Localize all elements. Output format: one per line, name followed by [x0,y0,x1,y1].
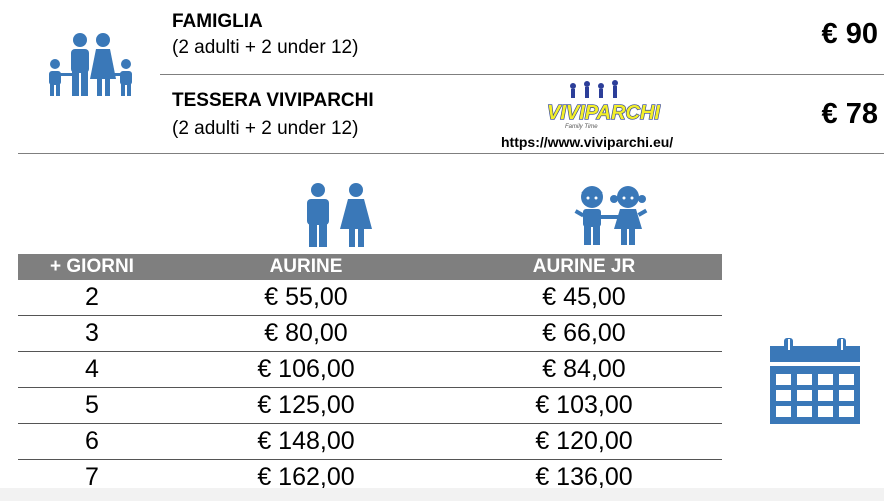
aurine-jr-price-cell: € 120,00 [446,423,722,460]
table-row: 2 € 55,00 € 45,00 [18,280,722,316]
aurine-jr-price-cell: € 103,00 [446,387,722,424]
family-icon [49,33,132,96]
table-row: 3 € 80,00 € 66,00 [18,315,722,352]
days-cell: 3 [18,315,166,352]
days-cell: 5 [18,387,166,424]
price-table: + GIORNI AURINE AURINE JR 2 € 55,00 € 45… [18,254,722,496]
days-cell: 4 [18,351,166,388]
offer-subtitle-famiglia: (2 adulti + 2 under 12) [172,37,359,58]
table-header-row: + GIORNI AURINE AURINE JR [18,254,722,280]
divider [160,74,884,75]
header-aurine-jr: AURINE JR [446,254,722,280]
header-aurine: AURINE [166,254,446,280]
table-row: 5 € 125,00 € 103,00 [18,387,722,424]
days-cell: 2 [18,280,166,316]
aurine-jr-price-cell: € 66,00 [446,315,722,352]
website-link[interactable]: https://www.viviparchi.eu/ [501,134,674,150]
aurine-price-cell: € 125,00 [166,387,446,424]
table-row: 6 € 148,00 € 120,00 [18,423,722,460]
aurine-jr-price-cell: € 45,00 [446,280,722,316]
offer-title-famiglia: FAMIGLIA [172,11,263,32]
aurine-price-cell: € 106,00 [166,351,446,388]
svg-text:VIVIPARCHI: VIVIPARCHI [547,102,660,124]
calendar-icon [770,338,860,424]
offer-price-tessera: € 78 [821,98,878,130]
children-couple-icon [574,186,648,245]
divider [18,153,884,154]
aurine-jr-price-cell: € 84,00 [446,351,722,388]
header-giorni: + GIORNI [18,254,166,280]
footer-band [0,488,884,501]
adults-couple-icon [307,183,372,247]
days-cell: 6 [18,423,166,460]
offer-title-tessera: TESSERA VIVIPARCHI [172,90,374,111]
aurine-price-cell: € 80,00 [166,315,446,352]
aurine-price-cell: € 55,00 [166,280,446,316]
svg-text:Family Time: Family Time [565,124,598,130]
offer-subtitle-tessera: (2 adulti + 2 under 12) [172,118,359,139]
viviparchi-logo[interactable]: VIVIPARCHI Family Time [543,80,661,132]
aurine-price-cell: € 148,00 [166,423,446,460]
offer-price-famiglia: € 90 [821,18,878,50]
table-row: 4 € 106,00 € 84,00 [18,351,722,388]
